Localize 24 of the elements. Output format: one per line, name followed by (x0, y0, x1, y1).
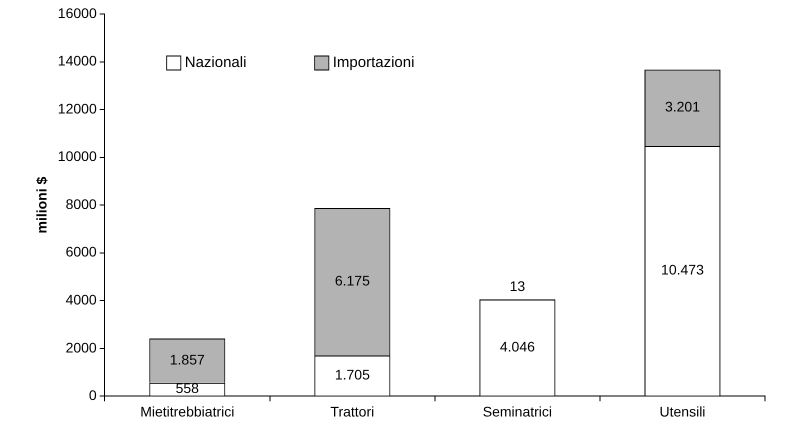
data-label: 1.857 (170, 352, 205, 368)
y-tick-label: 8000 (66, 196, 97, 212)
legend-label: Nazionali (184, 54, 246, 72)
data-label: 6.175 (334, 272, 370, 289)
data-label: 1.705 (334, 366, 370, 382)
x-tick-label: Utensili (660, 403, 706, 420)
y-tick-label: 10000 (58, 148, 97, 164)
data-label: 3.201 (664, 98, 700, 115)
y-tick-label: 16000 (58, 4, 97, 21)
x-tick-label: Seminatrici (482, 403, 552, 420)
data-label: 10.473 (661, 262, 704, 278)
data-label: 558 (176, 380, 200, 396)
y-tick-label: 0 (88, 387, 97, 404)
y-tick-label: 2000 (66, 339, 97, 356)
y-tick-label: 14000 (58, 52, 97, 69)
legend-label: Importazioni (332, 54, 414, 72)
data-label: 4.046 (500, 338, 536, 354)
y-tick-label: 12000 (58, 100, 97, 116)
data-label: 13 (510, 278, 526, 294)
x-tick-label: Trattori (330, 403, 374, 420)
y-tick-label: 6000 (66, 244, 97, 260)
y-axis-title: milioni $ (33, 176, 50, 234)
y-tick-label: 4000 (66, 292, 97, 308)
x-tick-label: Mietitrebbiatrici (140, 403, 234, 420)
